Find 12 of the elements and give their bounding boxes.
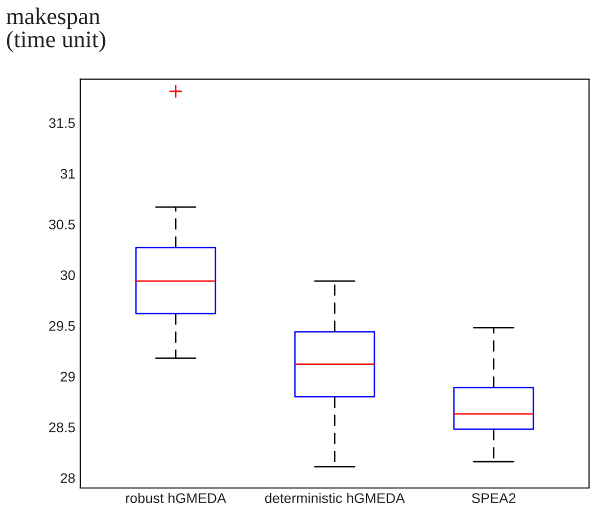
x-tick-label: deterministic hGMEDA (265, 492, 405, 504)
y-tick-label: 28.5 (49, 422, 75, 432)
y-axis-title: makespan (time unit) (6, 8, 106, 52)
y-tick-label: 30.5 (48, 220, 75, 230)
y-tick-label: 31.5 (48, 118, 75, 128)
y-tick-label: 30 (60, 270, 75, 280)
y-tick-label: 29 (60, 372, 75, 382)
x-tick-label: SPEA2 (472, 493, 516, 504)
x-tick-label: robust hGMEDA (126, 492, 226, 504)
y-tick-label: 31 (60, 168, 75, 179)
y-tick-label: 28 (60, 473, 75, 484)
y-tick-label: 29.5 (49, 321, 75, 331)
